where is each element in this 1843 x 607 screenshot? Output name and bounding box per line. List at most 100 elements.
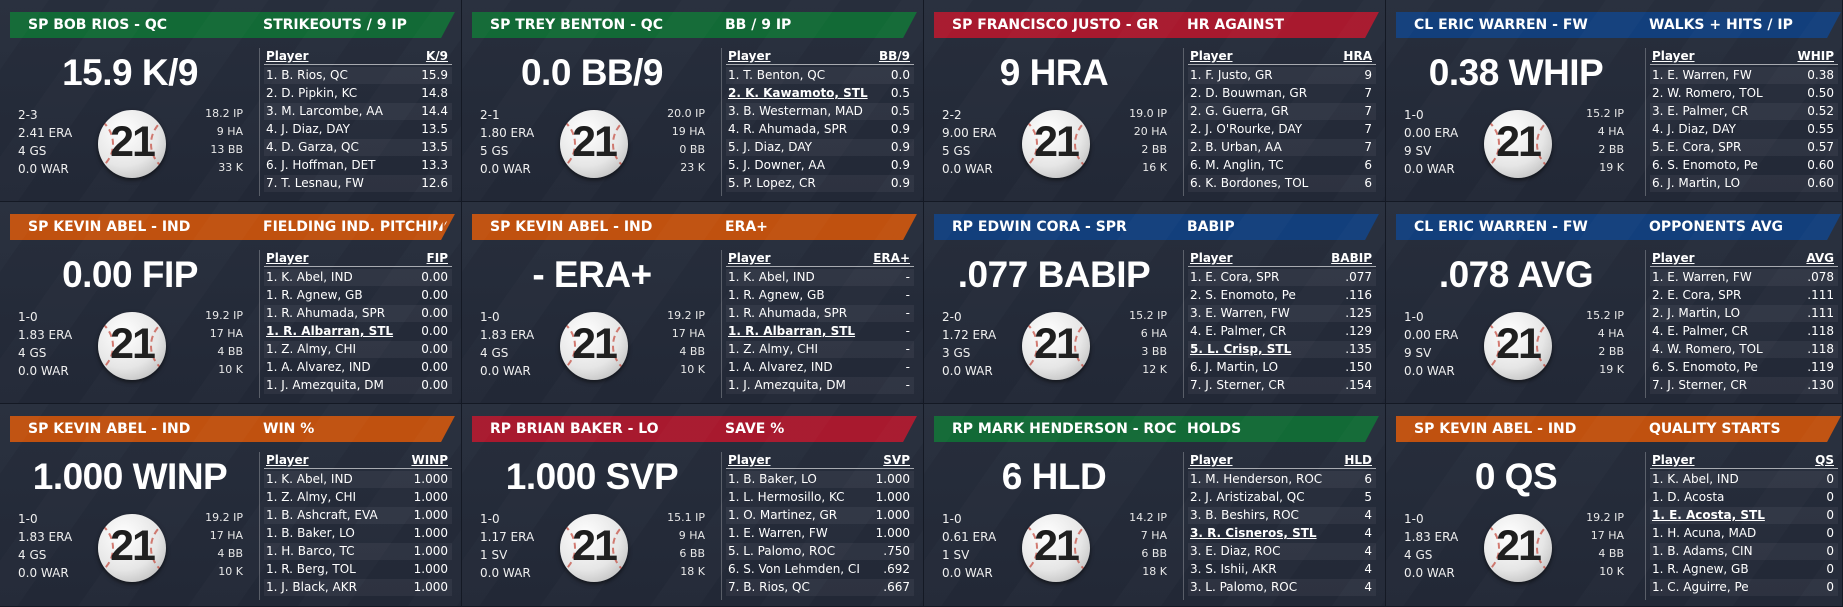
list-item-player[interactable]: 1. D. Acosta (1652, 490, 1725, 504)
leader-card[interactable]: CL ERIC WARREN - FW WALKS + HITS / IP 0.… (1386, 0, 1843, 202)
leader-card[interactable]: RP BRIAN BAKER - LO SAVE % 1.000 SVP 1-0 1… (462, 404, 924, 607)
list-item-player[interactable]: 1. H. Acuna, MAD (1652, 526, 1757, 540)
leader-card[interactable]: SP KEVIN ABEL - IND ERA+ - ERA+ 1-0 1.83 E… (462, 202, 924, 404)
column-header-player[interactable]: Player (1652, 49, 1695, 63)
list-item[interactable]: 2. J. O'Rourke, DAY 7 (1188, 121, 1376, 138)
list-item[interactable]: 4. W. Romero, TOL .118 (1650, 341, 1838, 358)
list-item[interactable]: 1. R. Agnew, GB - (726, 287, 914, 304)
column-header-player[interactable]: Player (1652, 453, 1695, 467)
column-header-player[interactable]: Player (1190, 251, 1233, 265)
list-item-player[interactable]: 7. B. Rios, QC (728, 580, 810, 594)
leader-card[interactable]: CL ERIC WARREN - FW OPPONENTS AVG .078 A… (1386, 202, 1843, 404)
list-item[interactable]: 5. P. Lopez, CR 0.9 (726, 175, 914, 192)
column-header-player[interactable]: Player (728, 453, 771, 467)
list-item[interactable]: 6. K. Bordones, TOL 6 (1188, 175, 1376, 192)
list-item-player[interactable]: 6. S. Enomoto, Pe (1652, 360, 1758, 374)
list-item[interactable]: 3. B. Westerman, MAD 0.5 (726, 103, 914, 120)
list-item-player[interactable]: 2. E. Cora, SPR (1652, 288, 1742, 302)
list-item-player[interactable]: 3. L. Palomo, ROC (1190, 580, 1298, 594)
list-item-player[interactable]: 6. S. Von Lehmden, CI (728, 562, 860, 576)
list-item-player[interactable]: 1. R. Albarran, STL (728, 324, 856, 338)
leader-card[interactable]: SP KEVIN ABEL - IND FIELDING IND. PITCHI… (0, 202, 462, 404)
list-item[interactable]: 1. R. Ahumada, SPR - (726, 305, 914, 322)
list-item-player[interactable]: 6. J. Martin, LO (1652, 176, 1741, 190)
list-item-player[interactable]: 3. E. Palmer, CR (1652, 104, 1749, 118)
list-item[interactable]: 2. B. Urban, AA 7 (1188, 139, 1376, 156)
list-item-player[interactable]: 7. J. Sterner, CR (1190, 378, 1286, 392)
list-item[interactable]: 4. R. Ahumada, SPR 0.9 (726, 121, 914, 138)
list-item[interactable]: 4. E. Palmer, CR .129 (1188, 323, 1376, 340)
list-item-player[interactable]: 2. D. Bouwman, GR (1190, 86, 1308, 100)
list-item[interactable]: 5. E. Cora, SPR 0.57 (1650, 139, 1838, 156)
list-item-player[interactable]: 4. E. Palmer, CR (1190, 324, 1287, 338)
column-header-stat[interactable]: WINP (411, 453, 448, 467)
list-item-player[interactable]: 3. R. Cisneros, STL (1190, 526, 1317, 540)
list-item[interactable]: 1. H. Acuna, MAD 0 (1650, 525, 1838, 542)
list-item[interactable]: 1. K. Abel, IND - (726, 269, 914, 286)
list-item[interactable]: 1. O. Martinez, GR 1.000 (726, 507, 914, 524)
list-item-player[interactable]: 2. G. Guerra, GR (1190, 104, 1289, 118)
list-item[interactable]: 3. R. Cisneros, STL 4 (1188, 525, 1376, 542)
list-item-player[interactable]: 4. D. Garza, QC (266, 140, 359, 154)
list-item-player[interactable]: 5. L. Palomo, ROC (728, 544, 836, 558)
list-item[interactable]: 7. J. Sterner, CR .130 (1650, 377, 1838, 394)
list-item-player[interactable]: 2. S. Enomoto, Pe (1190, 288, 1296, 302)
list-item-player[interactable]: 4. W. Romero, TOL (1652, 342, 1763, 356)
list-item[interactable]: 1. R. Ahumada, SPR 0.00 (264, 305, 452, 322)
list-item-player[interactable]: 1. B. Rios, QC (266, 68, 348, 82)
column-header-stat[interactable]: AVG (1806, 251, 1834, 265)
list-item-player[interactable]: 1. E. Warren, FW (1652, 270, 1752, 284)
list-item[interactable]: 6. J. Martin, LO 0.60 (1650, 175, 1838, 192)
leader-card[interactable]: RP MARK HENDERSON - ROC HOLDS 6 HLD 1-0 0.… (924, 404, 1386, 607)
column-header-player[interactable]: Player (266, 251, 309, 265)
list-item-player[interactable]: 4. E. Palmer, CR (1652, 324, 1749, 338)
list-item[interactable]: 1. F. Justo, GR 9 (1188, 67, 1376, 84)
list-item-player[interactable]: 2. W. Romero, TOL (1652, 86, 1763, 100)
list-item-player[interactable]: 1. K. Abel, IND (1652, 472, 1739, 486)
column-header-stat[interactable]: WHIP (1797, 49, 1834, 63)
list-item[interactable]: 2. K. Kawamoto, STL 0.5 (726, 85, 914, 102)
list-item-player[interactable]: 1. E. Warren, FW (1652, 68, 1752, 82)
column-header-stat[interactable]: HRA (1343, 49, 1372, 63)
list-item[interactable]: 1. R. Albarran, STL - (726, 323, 914, 340)
list-item[interactable]: 3. E. Palmer, CR 0.52 (1650, 103, 1838, 120)
list-item[interactable]: 1. E. Warren, FW 1.000 (726, 525, 914, 542)
list-item[interactable]: 2. J. Martin, LO .111 (1650, 305, 1838, 322)
list-item-player[interactable]: 3. E. Diaz, ROC (1190, 544, 1281, 558)
list-item[interactable]: 2. E. Cora, SPR .111 (1650, 287, 1838, 304)
list-item[interactable]: 5. J. Diaz, DAY 0.9 (726, 139, 914, 156)
column-header-stat[interactable]: FIP (426, 251, 448, 265)
list-item[interactable]: 1. D. Acosta 0 (1650, 489, 1838, 506)
list-item-player[interactable]: 1. F. Justo, GR (1190, 68, 1273, 82)
list-item[interactable]: 2. W. Romero, TOL 0.50 (1650, 85, 1838, 102)
list-item[interactable]: 1. K. Abel, IND 1.000 (264, 471, 452, 488)
list-item-player[interactable]: 1. H. Barco, TC (266, 544, 355, 558)
list-item[interactable]: 2. J. Aristizabal, QC 5 (1188, 489, 1376, 506)
list-item-player[interactable]: 6. K. Bordones, TOL (1190, 176, 1309, 190)
column-header-player[interactable]: Player (266, 49, 309, 63)
leader-card[interactable]: SP BOB RIOS - QC STRIKEOUTS / 9 IP 15.9 … (0, 0, 462, 202)
list-item[interactable]: 4. E. Palmer, CR .118 (1650, 323, 1838, 340)
list-item-player[interactable]: 1. B. Ashcraft, EVA (266, 508, 378, 522)
leader-card[interactable]: SP FRANCISCO JUSTO - GR HR AGAINST 9 HRA… (924, 0, 1386, 202)
list-item[interactable]: 1. Z. Almy, CHI - (726, 341, 914, 358)
list-item[interactable]: 1. Z. Almy, CHI 0.00 (264, 341, 452, 358)
list-item-player[interactable]: 6. J. Martin, LO (1190, 360, 1279, 374)
list-item[interactable]: 7. J. Sterner, CR .154 (1188, 377, 1376, 394)
list-item[interactable]: 1. R. Agnew, GB 0.00 (264, 287, 452, 304)
list-item-player[interactable]: 3. S. Ishii, AKR (1190, 562, 1277, 576)
list-item-player[interactable]: 3. B. Westerman, MAD (728, 104, 863, 118)
list-item-player[interactable]: 1. C. Aguirre, Pe (1652, 580, 1749, 594)
list-item-player[interactable]: 1. M. Henderson, ROC (1190, 472, 1323, 486)
list-item-player[interactable]: 1. B. Adams, CIN (1652, 544, 1753, 558)
list-item[interactable]: 1. R. Agnew, GB 0 (1650, 561, 1838, 578)
list-item-player[interactable]: 3. E. Warren, FW (1190, 306, 1290, 320)
list-item[interactable]: 1. B. Ashcraft, EVA 1.000 (264, 507, 452, 524)
leader-card[interactable]: SP TREY BENTON - QC BB / 9 IP 0.0 BB/9 2-… (462, 0, 924, 202)
list-item-player[interactable]: 1. R. Agnew, GB (1652, 562, 1749, 576)
list-item-player[interactable]: 2. B. Urban, AA (1190, 140, 1282, 154)
list-item-player[interactable]: 6. M. Anglin, TC (1190, 158, 1284, 172)
leader-card[interactable]: SP KEVIN ABEL - IND WIN % 1.000 WINP 1-0 1… (0, 404, 462, 607)
list-item[interactable]: 1. K. Abel, IND 0.00 (264, 269, 452, 286)
list-item[interactable]: 1. J. Amezquita, DM 0.00 (264, 377, 452, 394)
